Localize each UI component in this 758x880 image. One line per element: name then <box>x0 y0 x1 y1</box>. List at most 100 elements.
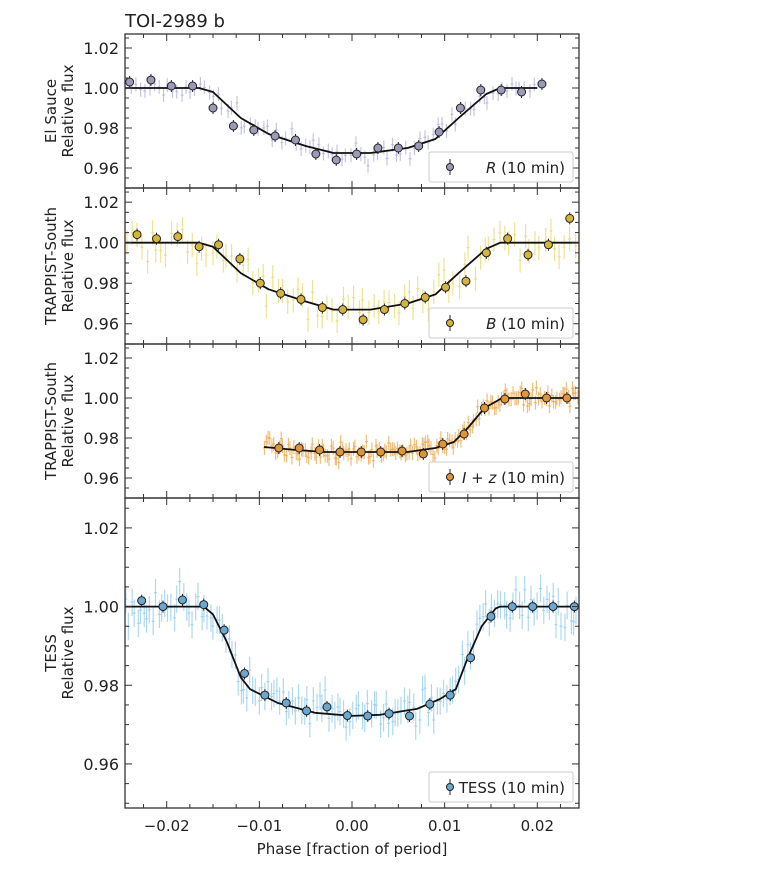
binned-point <box>548 600 558 613</box>
y-tick-label: 1.00 <box>83 598 119 617</box>
raw-point <box>481 602 485 631</box>
raw-point <box>216 87 220 102</box>
raw-point <box>432 706 436 734</box>
binned-marker <box>214 240 224 250</box>
binned-marker <box>418 449 428 459</box>
x-axis-label: Phase [fraction of period] <box>257 840 448 858</box>
raw-point <box>484 590 488 618</box>
binned-marker <box>125 77 135 87</box>
raw-point <box>271 265 275 290</box>
raw-point <box>245 684 249 712</box>
raw-point <box>298 452 302 467</box>
raw-point <box>509 392 513 407</box>
binned-marker <box>425 699 435 709</box>
binned-marker <box>281 698 291 708</box>
binned-marker <box>194 242 204 252</box>
y-axis-label: Relative flux <box>59 64 77 157</box>
raw-point <box>360 287 364 313</box>
binned-point <box>441 281 451 294</box>
raw-point <box>262 120 266 135</box>
binned-point <box>342 709 352 722</box>
binned-point <box>363 709 373 722</box>
binned-point <box>418 448 428 460</box>
raw-point <box>316 303 320 328</box>
legend: R (10 min) <box>428 151 574 183</box>
raw-point <box>290 450 294 465</box>
binned-marker <box>358 315 368 325</box>
binned-marker <box>228 121 238 131</box>
binned-marker <box>373 143 383 153</box>
binned-point <box>356 446 366 458</box>
binned-point <box>214 238 224 251</box>
raw-point <box>146 249 150 274</box>
raw-point <box>427 438 431 453</box>
binned-point <box>281 696 291 709</box>
binned-marker <box>322 702 332 712</box>
binned-point <box>146 74 156 86</box>
raw-point <box>442 257 446 283</box>
y-tick-label: 1.00 <box>83 389 119 408</box>
binned-point <box>137 594 147 607</box>
raw-point <box>196 582 200 611</box>
binned-marker <box>274 443 284 453</box>
binned-marker <box>543 240 553 250</box>
binned-marker <box>173 232 183 242</box>
raw-point <box>354 694 358 723</box>
legend-suffix: (10 min) <box>496 315 565 333</box>
y-tick-label: 1.02 <box>83 349 119 368</box>
raw-point <box>288 441 292 456</box>
raw-point <box>460 640 464 669</box>
binned-marker <box>400 298 410 308</box>
legend-marker <box>446 319 454 327</box>
raw-point <box>524 224 528 249</box>
binned-point <box>425 698 435 711</box>
binned-marker <box>466 653 476 663</box>
raw-point <box>557 244 561 270</box>
legend-label: I + z (10 min) <box>462 469 565 487</box>
binned-marker <box>132 230 142 240</box>
binned-point <box>434 126 444 138</box>
y-axis-label: TRAPPIST-South <box>42 362 60 481</box>
raw-point <box>489 394 493 409</box>
raw-point <box>285 448 289 463</box>
raw-point <box>307 450 311 465</box>
raw-point <box>143 83 147 98</box>
raw-point <box>221 248 225 273</box>
raw-point <box>531 382 535 397</box>
raw-point <box>409 438 413 453</box>
raw-point <box>140 235 144 260</box>
raw-point <box>367 300 371 325</box>
transit-model-curve <box>125 241 579 311</box>
raw-point <box>498 220 502 246</box>
binned-marker <box>177 595 187 605</box>
raw-point <box>202 80 206 95</box>
raw-point <box>308 709 312 738</box>
raw-point <box>526 399 530 414</box>
y-axis-label: TRAPPIST-South <box>42 207 60 326</box>
plot-area <box>125 567 579 741</box>
panel-2: 0.96 0.98 1.00 1.02 TRAPPIST-South Relative f… <box>42 187 580 345</box>
y-tick-label: 0.96 <box>83 469 119 488</box>
binned-point <box>503 232 513 245</box>
raw-point <box>385 151 389 166</box>
raw-point <box>499 590 503 619</box>
y-tick-label: 0.96 <box>83 159 119 178</box>
raw-point <box>440 116 444 131</box>
binned-point <box>194 240 204 253</box>
raw-point <box>572 607 576 636</box>
raw-point <box>522 397 526 412</box>
raw-point <box>195 251 199 276</box>
y-tick-label: 1.00 <box>83 79 119 98</box>
legend: I + z (10 min) <box>428 461 574 493</box>
raw-point <box>562 235 566 260</box>
panel-frame <box>124 497 580 809</box>
binned-marker <box>500 394 510 404</box>
binned-marker <box>363 711 373 721</box>
raw-point <box>569 606 573 635</box>
binned-marker <box>311 149 321 159</box>
x-tick-label: 0.01 <box>428 817 461 835</box>
binned-point <box>517 86 527 98</box>
raw-point <box>310 437 314 452</box>
x-tick-label: −0.01 <box>236 817 282 835</box>
binned-marker <box>290 135 300 145</box>
